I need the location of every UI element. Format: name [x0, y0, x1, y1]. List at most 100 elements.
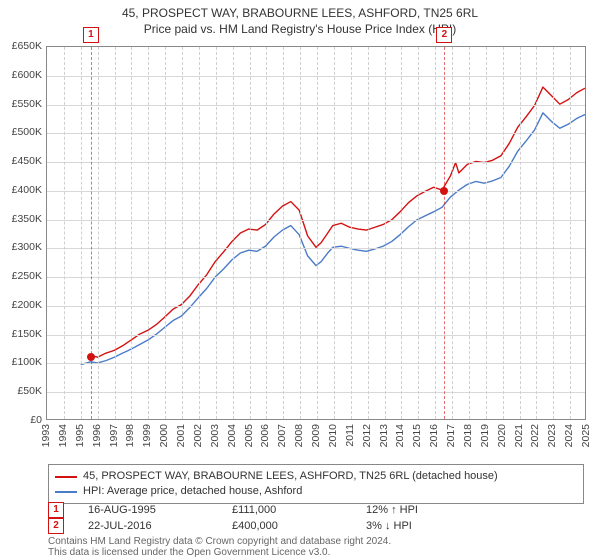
vgrid-line	[216, 47, 217, 419]
transaction-price: £400,000	[208, 520, 342, 532]
vgrid-line	[300, 47, 301, 419]
x-tick-label: 2025	[580, 424, 592, 447]
hgrid-line	[47, 306, 585, 307]
vgrid-line	[401, 47, 402, 419]
x-tick-label: 2018	[462, 424, 474, 447]
y-tick-label: £650K	[0, 40, 42, 52]
x-tick-label: 1994	[57, 424, 69, 447]
series-line-1	[81, 113, 585, 365]
event-vline	[91, 47, 92, 419]
vgrid-line	[503, 47, 504, 419]
event-dot	[440, 187, 448, 195]
transaction-marker: 1	[48, 502, 64, 518]
legend-row: 45, PROSPECT WAY, BRABOURNE LEES, ASHFOR…	[55, 469, 577, 484]
y-tick-label: £600K	[0, 69, 42, 81]
x-tick-label: 2010	[327, 424, 339, 447]
x-tick-label: 2004	[226, 424, 238, 447]
x-tick-label: 1995	[74, 424, 86, 447]
transaction-row: 222-JUL-2016£400,0003% ↓ HPI	[48, 518, 584, 534]
x-tick-label: 2000	[158, 424, 170, 447]
y-tick-label: £550K	[0, 98, 42, 110]
vgrid-line	[165, 47, 166, 419]
y-tick-label: £0	[0, 414, 42, 426]
y-tick-label: £400K	[0, 184, 42, 196]
vgrid-line	[283, 47, 284, 419]
vgrid-line	[452, 47, 453, 419]
x-tick-label: 2007	[276, 424, 288, 447]
x-tick-label: 2006	[259, 424, 271, 447]
vgrid-line	[385, 47, 386, 419]
x-tick-label: 2021	[513, 424, 525, 447]
chart-title-main: 45, PROSPECT WAY, BRABOURNE LEES, ASHFOR…	[0, 6, 600, 20]
transaction-date: 22-JUL-2016	[64, 520, 208, 532]
vgrid-line	[570, 47, 571, 419]
x-tick-label: 2012	[361, 424, 373, 447]
vgrid-line	[435, 47, 436, 419]
legend-row: HPI: Average price, detached house, Ashf…	[55, 484, 577, 499]
vgrid-line	[520, 47, 521, 419]
y-tick-label: £150K	[0, 328, 42, 340]
vgrid-line	[182, 47, 183, 419]
x-tick-label: 2002	[192, 424, 204, 447]
x-tick-label: 2014	[394, 424, 406, 447]
hgrid-line	[47, 277, 585, 278]
x-tick-label: 2008	[293, 424, 305, 447]
x-tick-label: 1993	[40, 424, 52, 447]
event-marker: 2	[436, 27, 452, 43]
vgrid-line	[81, 47, 82, 419]
hgrid-line	[47, 76, 585, 77]
footer-line-1: Contains HM Land Registry data © Crown c…	[48, 536, 391, 547]
vgrid-line	[64, 47, 65, 419]
hgrid-line	[47, 133, 585, 134]
event-dot	[87, 353, 95, 361]
transaction-date: 16-AUG-1995	[64, 504, 208, 516]
vgrid-line	[98, 47, 99, 419]
hgrid-line	[47, 335, 585, 336]
x-tick-label: 2023	[546, 424, 558, 447]
vgrid-line	[317, 47, 318, 419]
hgrid-line	[47, 162, 585, 163]
vgrid-line	[536, 47, 537, 419]
vgrid-line	[131, 47, 132, 419]
footer-line-2: This data is licensed under the Open Gov…	[48, 547, 391, 558]
vgrid-line	[199, 47, 200, 419]
hgrid-line	[47, 248, 585, 249]
y-tick-label: £500K	[0, 126, 42, 138]
transaction-pct: 12% ↑ HPI	[342, 504, 486, 516]
x-tick-label: 2019	[479, 424, 491, 447]
hgrid-line	[47, 392, 585, 393]
vgrid-line	[266, 47, 267, 419]
y-tick-label: £300K	[0, 241, 42, 253]
x-tick-label: 2015	[411, 424, 423, 447]
legend-box: 45, PROSPECT WAY, BRABOURNE LEES, ASHFOR…	[48, 464, 584, 504]
vgrid-line	[418, 47, 419, 419]
hgrid-line	[47, 363, 585, 364]
vgrid-line	[334, 47, 335, 419]
x-tick-label: 2024	[563, 424, 575, 447]
legend-swatch	[55, 476, 77, 478]
x-tick-label: 1998	[124, 424, 136, 447]
vgrid-line	[351, 47, 352, 419]
x-tick-label: 2005	[243, 424, 255, 447]
vgrid-line	[148, 47, 149, 419]
vgrid-line	[486, 47, 487, 419]
license-footer: Contains HM Land Registry data © Crown c…	[48, 536, 391, 558]
x-tick-label: 2009	[310, 424, 322, 447]
x-tick-label: 2017	[445, 424, 457, 447]
transaction-row: 116-AUG-1995£111,00012% ↑ HPI	[48, 502, 584, 518]
y-tick-label: £350K	[0, 213, 42, 225]
x-tick-label: 1999	[141, 424, 153, 447]
y-tick-label: £50K	[0, 385, 42, 397]
x-tick-label: 2001	[175, 424, 187, 447]
y-tick-label: £450K	[0, 155, 42, 167]
legend-swatch	[55, 491, 77, 493]
vgrid-line	[553, 47, 554, 419]
vgrid-line	[233, 47, 234, 419]
x-tick-label: 2020	[496, 424, 508, 447]
x-tick-label: 1996	[91, 424, 103, 447]
event-marker: 1	[83, 27, 99, 43]
x-tick-label: 2013	[378, 424, 390, 447]
transaction-price: £111,000	[208, 504, 342, 516]
y-tick-label: £250K	[0, 270, 42, 282]
chart-plot-area: 12	[46, 46, 586, 420]
